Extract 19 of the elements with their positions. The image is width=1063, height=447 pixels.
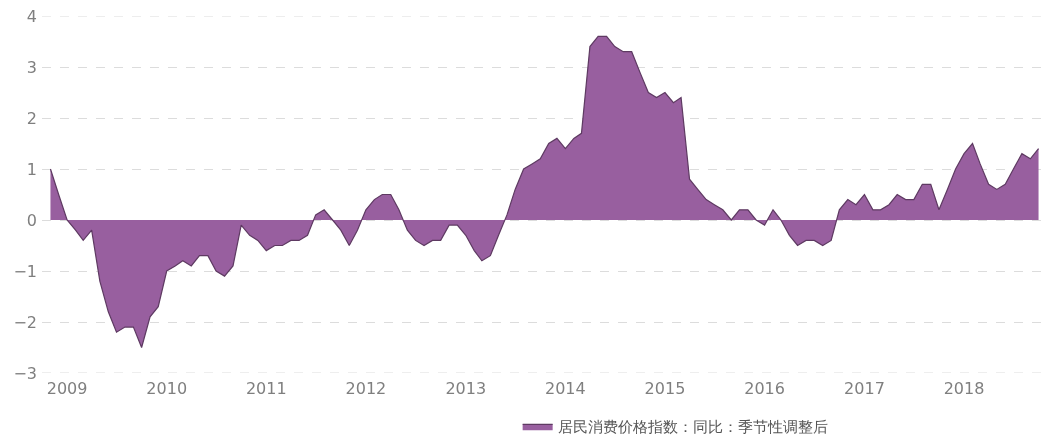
x-tick-label: 2014: [545, 379, 586, 398]
legend-label: 居民消费价格指数：同比：季节性调整后: [557, 418, 828, 437]
y-tick-label: 4: [26, 6, 37, 26]
x-tick-label: 2011: [245, 379, 287, 398]
x-tick-label: 2015: [644, 379, 686, 398]
y-tick-label: 3: [26, 57, 37, 77]
x-tick-label: 2017: [844, 379, 885, 398]
y-tick-label: 1: [26, 159, 37, 179]
x-tick-label: 2012: [345, 379, 387, 398]
y-tick-label: 0: [26, 210, 37, 230]
x-tick-label: 2009: [46, 379, 88, 398]
y-tick-label: 2: [26, 108, 37, 128]
x-tick-label: 2013: [445, 379, 487, 398]
x-tick-label: 2018: [943, 379, 985, 398]
y-tick-label: −3: [13, 363, 37, 383]
y-tick-label: −2: [13, 312, 37, 332]
x-tick-label: 2010: [146, 379, 188, 398]
y-tick-label: −1: [13, 261, 37, 281]
x-tick-label: 2016: [744, 379, 785, 398]
